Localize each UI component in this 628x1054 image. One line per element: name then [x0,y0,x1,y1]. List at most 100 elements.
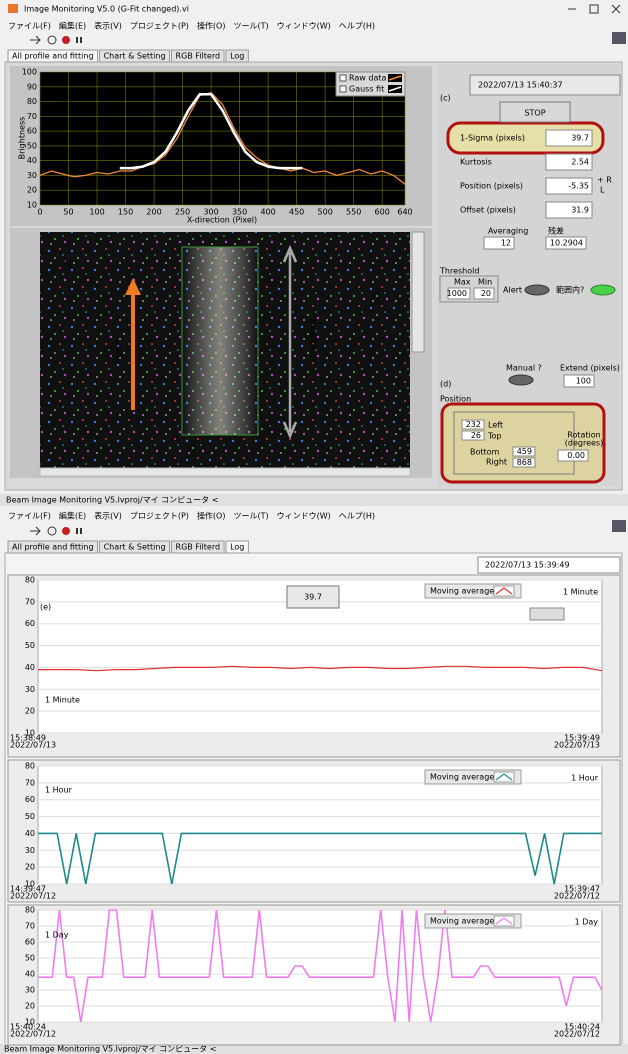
y-tick-label: 60 [27,127,37,136]
panel-label: (e) [40,603,51,612]
menu-item: 編集(E) [59,511,86,521]
residual-label: 残差 [548,226,564,236]
threshold-label: Threshold [439,267,479,276]
screenshot: Image Monitoring V5.0 (G-Fit changed).vi… [0,0,628,1054]
indicator-value: 39.7 [304,593,322,602]
left-value: 232 [466,420,481,429]
position-label: Position [440,395,471,404]
y-tick-label: 60 [25,938,35,947]
legend-name: 1 Day [575,918,599,927]
y-tick-label: 80 [25,906,35,915]
y-tick-label: 20 [25,707,35,716]
rotation-value: 0.00 [567,451,585,460]
readout-value: 31.9 [571,206,589,215]
status-text: Beam Image Monitoring V5.lvproj/マイ コンピュー… [4,1045,216,1054]
readout-label: Offset (pixels) [460,206,516,215]
tab-label: RGB Filterd [176,52,221,61]
menu-item: 操作(O) [197,511,226,521]
panel-label: (b) [60,258,71,267]
menu-item: ウィンドウ(W) [277,22,331,31]
y-tick-label: 40 [25,970,35,979]
alert-label: Alert [503,286,522,295]
tab-label: Log [230,52,244,61]
x-tick-label: 640 [397,208,412,217]
start-date: 2022/07/13 [10,741,56,750]
start-date: 2022/07/12 [10,1030,56,1039]
y-tick-label: 50 [25,954,35,963]
end-date: 2022/07/12 [554,892,600,901]
legend-label: Gauss fit [349,85,384,94]
timestamp: 2022/07/13 15:40:37 [478,81,563,90]
legend-name: 1 Minute [563,588,598,597]
zoom-buttons[interactable] [530,608,564,620]
x-tick-label: 150 [118,208,133,217]
x-axis-label: X-direction (Pixel) [187,216,257,225]
alert-toggle[interactable] [525,285,549,295]
y-tick-label: 50 [25,812,35,821]
tab-label: Log [230,543,244,552]
menu-item: 編集(E) [59,21,86,31]
menu-item: ヘルプ(H) [339,512,375,521]
top-label: Top [487,432,502,441]
scrollbar[interactable] [40,468,410,476]
y-tick-label: 80 [25,762,35,771]
rotation-label: (degrees) [565,439,603,448]
x-tick-label: 0 [37,208,42,217]
readout-value: 2.54 [571,158,589,167]
averaging-value: 12 [501,239,511,248]
x-tick-label: 450 [289,208,304,217]
menu-item: プロジェクト(P) [130,512,189,521]
y-tick-label: 80 [27,97,37,106]
image-tools[interactable] [412,232,424,352]
readout-value: 39.7 [571,134,589,143]
y-tick-label: 20 [25,863,35,872]
readout-value: -5.35 [568,182,589,191]
x-tick-label: 550 [346,208,361,217]
legend-label: Moving average [430,587,494,596]
right-label: Right [486,458,507,467]
stop-label: STOP [524,109,545,118]
panel-label: (a) [60,96,71,105]
direction-r: + R [597,176,612,185]
y-tick-label: 40 [27,156,37,165]
legend-label: Raw data [349,74,386,83]
in-range-led [591,285,615,295]
menu-item: 表示(V) [94,21,122,31]
integrated-label: Integrated [309,319,318,361]
y-tick-label: 100 [22,68,37,77]
menu-item: 操作(O) [197,21,226,31]
threshold-min-label: Min [478,278,492,287]
menu-item: ファイル(F) [8,512,51,521]
threshold-max: 1000 [447,289,467,298]
roi-rectangle [182,247,258,435]
legend-label: Moving average [430,917,494,926]
start-date: 2022/07/12 [10,892,56,901]
y-tick-label: 70 [25,778,35,787]
top-value: 26 [471,431,481,440]
legend-label: Moving average [430,773,494,782]
y-tick-label: 30 [27,171,37,180]
menu-item: 表示(V) [94,511,122,521]
panel-label: (c) [440,94,451,103]
y-tick-label: 50 [25,641,35,650]
averaging-label: Averaging [488,227,528,236]
threshold-max-label: Max [454,278,471,287]
manual-toggle[interactable] [509,375,533,385]
app-icon [8,4,18,13]
readout-label: Kurtosis [460,158,492,167]
extend-label: Extend (pixels) [560,364,620,373]
legend-checkbox[interactable] [340,75,346,81]
y-tick-label: 90 [27,82,37,91]
tab-label: Chart & Setting [104,543,166,552]
y-tick-label: 70 [25,922,35,931]
x-tick-label: 400 [260,208,275,217]
panel-label: (d) [440,380,451,389]
readout-label: Position (pixels) [460,182,523,191]
menu-item: ツール(T) [233,512,268,521]
chart-name: 1 Day [45,931,69,940]
y-tick-label: 20 [27,186,37,195]
legend-checkbox[interactable] [340,86,346,92]
y-tick-label: 50 [27,141,37,150]
tab-label: All profile and fitting [12,543,94,552]
right-value: 868 [517,458,532,467]
